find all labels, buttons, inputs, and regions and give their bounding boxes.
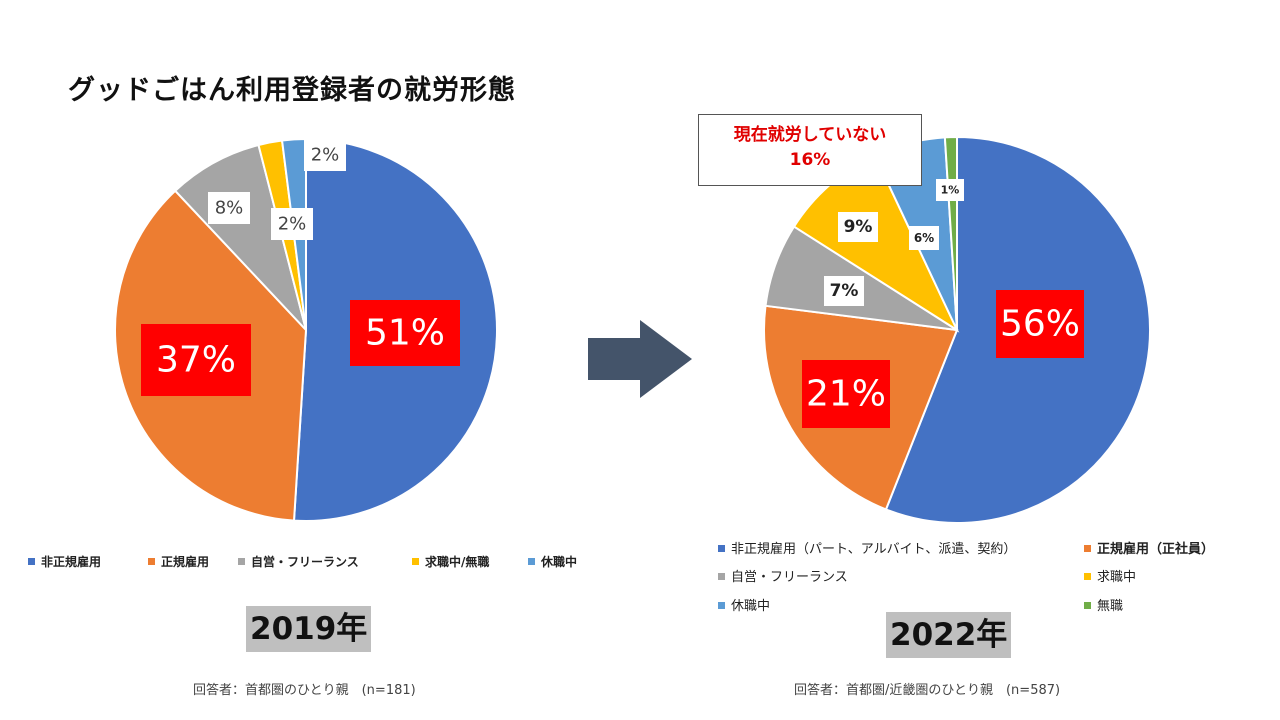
data-label: 51%	[350, 300, 460, 366]
legend-label: 休職中	[541, 555, 578, 569]
legend-2019: 非正規雇用 正規雇用 自営・フリーランス 求職中/無職 休職中	[28, 553, 628, 569]
year-label-2022: 2022年	[886, 612, 1012, 658]
pie-slice-3	[173, 143, 307, 331]
data-label-text: 2%	[311, 145, 340, 166]
data-label-box	[996, 290, 1084, 358]
data-label-box	[304, 139, 346, 171]
legend-swatch	[148, 558, 155, 565]
legend-swatch	[412, 558, 419, 565]
data-label-text: 2%	[278, 214, 307, 235]
respondents-note-2022: 回答者：首都圏/近畿圏のひとり親 (n=587)	[794, 683, 1061, 698]
legend-item: 正規雇用	[148, 553, 209, 570]
data-label: 2%	[304, 139, 346, 171]
legend-swatch	[718, 602, 725, 609]
pie-labels-2019: 51% 37% 8% 2% 2%	[141, 139, 460, 396]
legend-label: 自営・フリーランス	[251, 555, 359, 569]
legend-swatch	[1084, 602, 1091, 609]
pie-labels-2022: 56% 21% 7% 9% 6% 1%	[802, 179, 1084, 428]
data-label: 21%	[802, 360, 890, 428]
legend-item: 非正規雇用	[28, 553, 101, 570]
data-label: 2%	[271, 208, 313, 240]
data-label: 56%	[996, 290, 1084, 358]
data-label-text: 21%	[806, 374, 886, 415]
legend-label: 休職中	[731, 599, 771, 614]
data-label-text: 56%	[1000, 304, 1080, 345]
data-label-text: 37%	[156, 340, 236, 381]
data-label: 9%	[838, 212, 878, 242]
legend-label: 非正規雇用	[41, 555, 102, 569]
legend-label: 正規雇用（正社員）	[1097, 542, 1215, 557]
legend-item: 求職中	[1084, 566, 1136, 585]
data-label-text: 9%	[844, 217, 873, 237]
legend-label: 無職	[1097, 599, 1124, 614]
legend-2022: 非正規雇用（パート、アルバイト、派遣、契約） 正規雇用（正社員） 自営・フリーラ…	[718, 538, 1278, 618]
data-label-box	[936, 179, 964, 201]
legend-item: 休職中	[718, 595, 770, 614]
arrow-icon	[588, 320, 692, 398]
data-label: 7%	[824, 276, 864, 306]
data-label-box	[271, 208, 313, 240]
data-label: 37%	[141, 324, 251, 396]
legend-label: 正規雇用	[161, 555, 210, 569]
legend-item: 無職	[1084, 595, 1123, 614]
legend-swatch	[1084, 573, 1091, 580]
legend-swatch	[238, 558, 245, 565]
data-label-text: 7%	[830, 281, 859, 301]
legend-item: 正規雇用（正社員）	[1084, 538, 1214, 557]
legend-item: 休職中	[528, 553, 577, 570]
data-label: 6%	[909, 226, 939, 250]
legend-label: 非正規雇用（パート、アルバイト、派遣、契約）	[731, 542, 1017, 557]
legend-label: 自営・フリーランス	[731, 570, 848, 585]
data-label-box	[208, 192, 250, 224]
legend-item: 自営・フリーランス	[718, 566, 848, 585]
data-label-box	[802, 360, 890, 428]
data-label-box	[824, 276, 864, 306]
data-label-box	[838, 212, 878, 242]
legend-item: 自営・フリーランス	[238, 553, 359, 570]
chart-title: グッドごはん利用登録者の就労形態	[68, 75, 516, 106]
legend-item: 非正規雇用（パート、アルバイト、派遣、契約）	[718, 538, 1016, 557]
legend-label: 求職中/無職	[425, 555, 490, 569]
data-label-box	[141, 324, 251, 396]
data-label-box	[909, 226, 939, 250]
legend-swatch	[28, 558, 35, 565]
legend-swatch	[718, 545, 725, 552]
legend-item: 求職中/無職	[412, 553, 489, 570]
callout-line2: 16%	[789, 150, 831, 170]
data-label: 8%	[208, 192, 250, 224]
data-label-text: 8%	[215, 198, 244, 219]
data-label-text: 1%	[941, 184, 960, 197]
year-label-2019: 2019年	[246, 606, 372, 652]
data-label-text: 6%	[914, 231, 934, 245]
data-label-text: 51%	[365, 313, 445, 354]
legend-label: 求職中	[1097, 570, 1137, 585]
legend-swatch	[718, 573, 725, 580]
legend-swatch	[528, 558, 535, 565]
respondents-note-2019: 回答者：首都圏のひとり親 (n=181)	[193, 683, 416, 698]
data-label: 1%	[936, 179, 964, 201]
callout-line1: 現在就労していない	[733, 125, 887, 145]
not-working-callout: 現在就労していない 16%	[698, 114, 922, 186]
legend-swatch	[1084, 545, 1091, 552]
data-label-box	[350, 300, 460, 366]
